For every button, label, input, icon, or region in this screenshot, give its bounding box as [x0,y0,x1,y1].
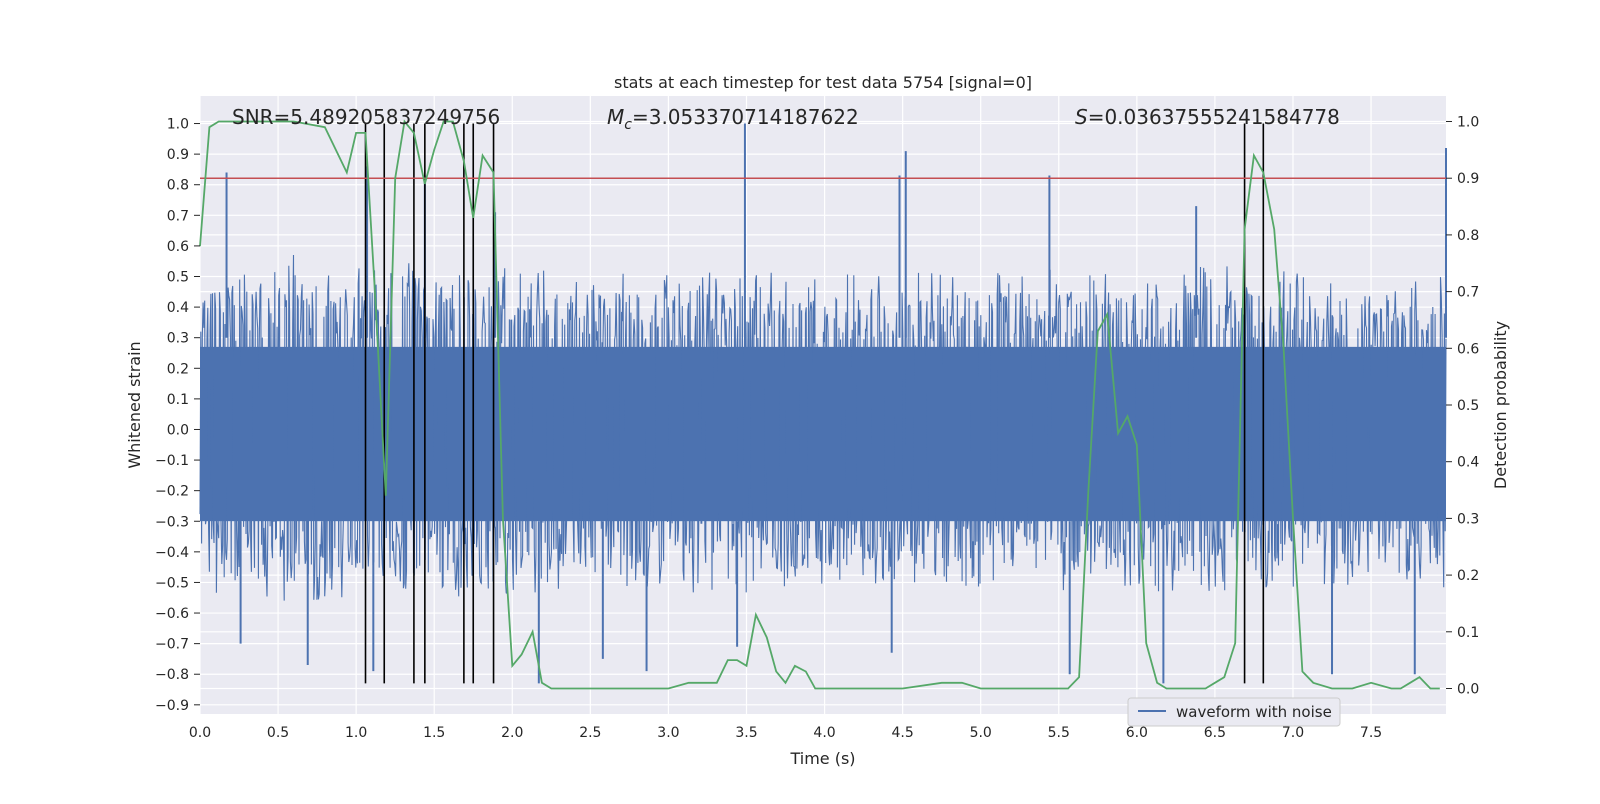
y-left-tick-label: 0.2 [167,361,189,377]
x-axis-ticks: 0.0 0.5 1.0 1.5 2.0 2.5 3.0 3.5 4.0 4.5 5.0 5.5 6.0 6… [189,725,1382,741]
x-tick-label: 1.0 [345,725,367,741]
x-tick-label: 6.0 [1126,725,1148,741]
y-left-tick-label: −0.4 [155,545,189,561]
probability-series [199,119,1440,690]
y-left-tick-label: −0.7 [155,637,189,653]
y-left-tick-label: −0.2 [155,484,189,500]
y-right-tick-label: 0.9 [1457,171,1479,187]
s-annotation: S=0.03637555241584778 [1075,105,1340,129]
waveform-line [199,254,1447,601]
detection-probability-line [199,119,1440,690]
x-tick-label: 2.5 [579,725,601,741]
s-value: =0.03637555241584778 [1088,105,1340,129]
s-symbol: S [1075,105,1088,129]
y-right-tick-label: 0.5 [1457,398,1479,414]
x-tick-label: 3.0 [657,725,679,741]
chirp-mass-value: =3.053370714187622 [632,105,859,129]
legend-box [1127,697,1341,727]
y-right-tick-label: 0.2 [1457,568,1479,584]
legend: waveform with noise [1127,697,1341,727]
y-right-tick-label: 0.7 [1457,285,1479,301]
y-left-tick-label: 0.0 [167,422,189,438]
y-right-tick-label: 0.0 [1457,681,1479,697]
y-right-tick-label: 0.4 [1457,455,1479,471]
chirp-mass-symbol: M [607,105,624,129]
x-tick-label: 3.5 [735,725,757,741]
x-tick-label: 0.5 [267,725,289,741]
y-right-tick-label: 1.0 [1457,115,1479,131]
y-right-tick-label: 0.3 [1457,511,1479,527]
y-left-tick-label: 0.3 [167,331,189,347]
y-left-tick-label: −0.1 [155,453,189,469]
x-tick-label: 2.0 [501,725,523,741]
y-left-tick-label: 0.6 [167,239,189,255]
y-left-tick-label: −0.3 [155,514,189,530]
y-right-tick-label: 0.8 [1457,228,1479,244]
y-right-axis-ticks: 1.0 0.9 0.8 0.7 0.6 0.5 0.4 0.3 0.2 0.1 0.0 [1446,115,1479,697]
y-left-tick-label: 1.0 [167,117,189,133]
y-left-tick-label: 0.4 [167,300,189,316]
x-tick-label: 4.0 [813,725,835,741]
y-left-tick-label: −0.9 [155,698,189,714]
y-left-tick-label: 0.1 [167,392,189,408]
y-right-tick-label: 0.1 [1457,625,1479,641]
x-tick-label: 1.5 [423,725,445,741]
y-left-axis-ticks: 1.0 0.9 0.8 0.7 0.6 0.5 0.4 0.3 0.2 0.1 0.0 −0.1 −0.… [155,117,200,714]
x-tick-label: 0.0 [189,725,211,741]
y-left-tick-label: 0.7 [167,208,189,224]
y-left-tick-label: −0.5 [155,575,189,591]
x-tick-label: 6.5 [1204,725,1226,741]
y-right-axis-label: Detection probability [1491,321,1510,489]
x-tick-label: 7.0 [1282,725,1304,741]
y-right-tick-label: 0.6 [1457,341,1479,357]
y-left-tick-label: −0.8 [155,667,189,683]
chirp-mass-annotation: Mc=3.053370714187622 [607,105,859,133]
x-tick-label: 4.5 [891,725,913,741]
snr-annotation: SNR=5.489205837249756 [232,105,500,129]
x-tick-label: 5.0 [970,725,992,741]
x-tick-label: 5.5 [1048,725,1070,741]
y-left-axis-label: Whitened strain [125,341,144,468]
y-left-tick-label: 0.8 [167,178,189,194]
chirp-mass-subscript: c [624,117,632,133]
y-left-tick-label: 0.9 [167,147,189,163]
y-left-tick-label: 0.5 [167,270,189,286]
chart-title: stats at each timestep for test data 575… [614,73,1032,92]
x-axis-label: Time (s) [789,749,855,768]
legend-label-waveform: waveform with noise [1176,703,1332,721]
y-left-tick-label: −0.6 [155,606,189,622]
x-tick-label: 7.5 [1360,725,1382,741]
